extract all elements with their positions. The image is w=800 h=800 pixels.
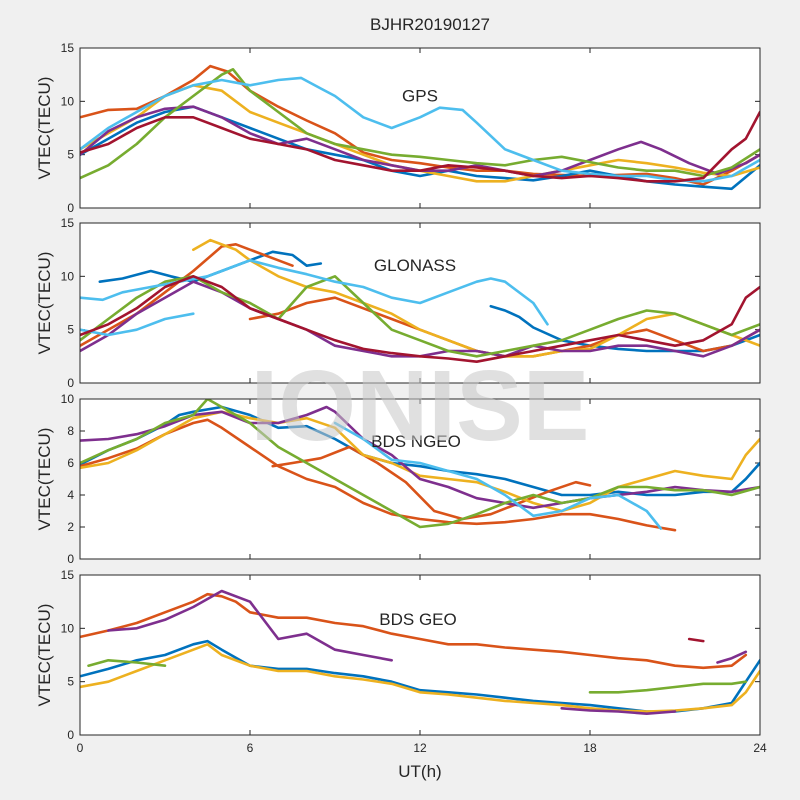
y-tick-label: 15 <box>61 568 75 582</box>
series-line-9 <box>80 312 195 337</box>
panel-annotation: BDS NGEO <box>371 432 461 451</box>
y-tick-label: 4 <box>67 488 74 502</box>
series-group <box>80 399 760 532</box>
series-line-4 <box>107 589 393 662</box>
series-line-8 <box>687 637 705 643</box>
plot-area <box>80 48 760 208</box>
series-line-6 <box>80 399 760 529</box>
x-tick-label: 12 <box>413 741 427 755</box>
series-line-5 <box>192 238 760 358</box>
y-tick-label: 10 <box>61 269 75 283</box>
series-group <box>80 589 760 715</box>
series-line-3 <box>80 643 760 713</box>
y-tick-label: 0 <box>67 376 74 390</box>
plot-frame <box>79 47 761 209</box>
series-line-6 <box>560 707 677 715</box>
plot-frame <box>79 574 761 736</box>
panel-annotation: BDS GEO <box>379 610 456 629</box>
y-tick-label: 5 <box>67 148 74 162</box>
subplot-2: 0 5 10 15 GLONASS VTEC(TECU) <box>35 216 761 390</box>
y-axis-label: VTEC(TECU) <box>35 77 54 180</box>
subplot-4: 0 6 12 18 24 0 5 10 15 BDS GEO VTEC(TECU) <box>35 568 767 755</box>
plot-frame <box>79 398 761 560</box>
series-group <box>80 238 760 363</box>
x-tick-label: 0 <box>77 741 84 755</box>
series-line-8 <box>80 259 549 326</box>
y-tick-label: 10 <box>61 621 75 635</box>
y-tick-label: 5 <box>67 323 74 337</box>
y-tick-label: 0 <box>67 728 74 742</box>
series-line-7 <box>588 680 748 694</box>
series-line-2 <box>80 418 677 532</box>
plot-frame <box>79 222 761 384</box>
y-tick-label: 8 <box>67 424 74 438</box>
panel-annotation: GLONASS <box>374 256 456 275</box>
series-line-4 <box>80 410 760 513</box>
series-line-6 <box>80 76 760 183</box>
series-line-1 <box>80 64 760 186</box>
series-group <box>80 64 760 191</box>
subplot-panels: 0 5 10 15 GPS VTEC(TECU) 0 5 10 15 GLONASS VTEC(TEC… <box>35 41 767 755</box>
series-line-4 <box>80 105 760 178</box>
x-tick-label: 6 <box>247 741 254 755</box>
y-tick-label: 15 <box>61 41 75 55</box>
subplot-1: 0 5 10 15 GPS VTEC(TECU) <box>35 41 761 215</box>
y-tick-label: 10 <box>61 392 75 406</box>
series-line-5 <box>80 405 760 510</box>
x-tick-label: 18 <box>583 741 597 755</box>
series-line-1 <box>80 405 760 497</box>
y-tick-label: 5 <box>67 675 74 689</box>
y-tick-label: 2 <box>67 520 74 534</box>
figure-title: BJHR20190127 <box>370 15 490 34</box>
series-line-5 <box>87 659 167 667</box>
x-tick-label: 24 <box>753 741 767 755</box>
subplot-3: 0 2 4 6 8 10 BDS NGEO VTEC(TECU) <box>35 392 761 566</box>
y-tick-label: 0 <box>67 552 74 566</box>
x-axis-label: UT(h) <box>398 762 441 781</box>
series-line-10 <box>80 275 760 363</box>
series-line-3 <box>271 445 592 521</box>
panel-annotation: GPS <box>402 86 438 105</box>
series-line-3 <box>80 243 294 347</box>
series-line-5 <box>80 68 760 180</box>
y-tick-label: 6 <box>67 456 74 470</box>
series-line-1 <box>80 592 748 670</box>
y-tick-label: 15 <box>61 216 75 230</box>
y-axis-label: VTEC(TECU) <box>35 604 54 707</box>
y-tick-label: 10 <box>61 94 75 108</box>
series-line-7 <box>80 110 760 183</box>
series-line-9 <box>716 650 748 664</box>
series-line-7 <box>333 421 663 530</box>
y-tick-label: 0 <box>67 201 74 215</box>
watermark: IONISE <box>251 350 590 462</box>
y-axis-label: VTEC(TECU) <box>35 428 54 531</box>
y-axis-label: VTEC(TECU) <box>35 252 54 355</box>
